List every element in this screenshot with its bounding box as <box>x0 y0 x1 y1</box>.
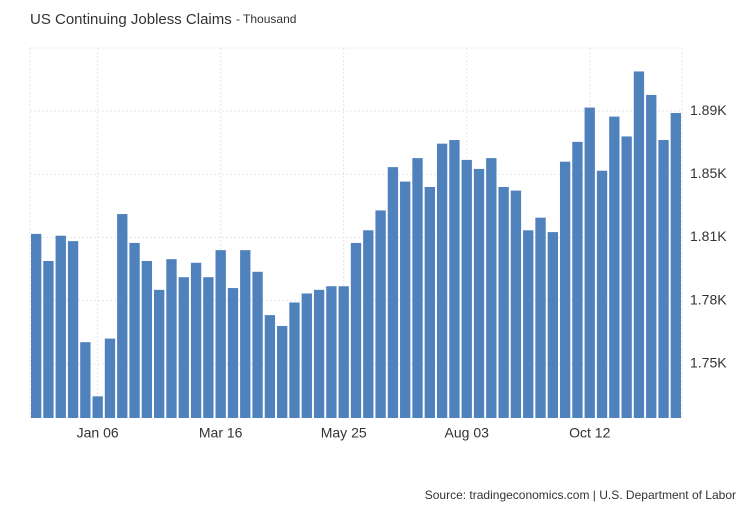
source: Source: tradingeconomics.com | U.S. Depa… <box>425 488 736 502</box>
bar <box>609 116 620 419</box>
x-tick-label: Aug 03 <box>445 425 490 441</box>
bar <box>523 230 534 418</box>
bar <box>498 186 509 418</box>
bar <box>166 259 177 418</box>
bar <box>350 242 362 418</box>
bar <box>670 112 682 418</box>
x-tick-label: May 25 <box>321 425 367 441</box>
bar <box>227 288 239 418</box>
bar <box>535 217 546 418</box>
bar <box>510 190 522 418</box>
y-tick-label: 1.81K <box>690 228 727 244</box>
bar <box>658 140 669 419</box>
bar <box>596 170 608 418</box>
x-tick-label: Mar 16 <box>199 425 243 441</box>
bar <box>67 241 79 418</box>
bar <box>584 107 595 418</box>
bar <box>104 338 116 418</box>
bar <box>55 235 66 418</box>
bar <box>80 342 91 418</box>
bar <box>400 181 411 418</box>
y-tick-label: 1.75K <box>690 355 727 371</box>
y-tick-label: 1.78K <box>690 291 727 307</box>
bar <box>486 158 497 418</box>
bar <box>301 293 312 418</box>
bar <box>338 286 349 418</box>
bar <box>436 143 448 418</box>
bar <box>203 277 214 418</box>
bar <box>264 315 276 418</box>
subtitle: - Thousand <box>236 12 297 26</box>
bar <box>387 167 399 418</box>
bar <box>30 233 42 418</box>
bar <box>363 230 374 418</box>
bar <box>252 271 263 418</box>
bar <box>326 286 337 418</box>
bar <box>646 94 657 419</box>
bar <box>621 136 632 418</box>
bar <box>375 210 386 418</box>
bar <box>154 289 165 418</box>
bar <box>572 141 583 419</box>
y-tick-label: 1.89K <box>690 102 727 118</box>
y-tick-label: 1.85K <box>690 165 727 181</box>
bar <box>449 140 460 419</box>
bar <box>633 71 645 419</box>
bar <box>277 325 288 418</box>
bar <box>92 396 103 418</box>
x-tick-label: Oct 12 <box>569 425 610 441</box>
chart-title: US Continuing Jobless Claims - Thousand <box>30 11 296 28</box>
bar <box>190 262 202 418</box>
bar <box>461 159 472 418</box>
bar <box>215 250 226 418</box>
x-tick-label: Jan 06 <box>77 425 119 441</box>
bar <box>43 260 54 418</box>
bar <box>129 242 140 418</box>
bar <box>559 161 571 418</box>
bar <box>424 186 435 418</box>
bar <box>240 250 251 418</box>
bar <box>547 232 558 418</box>
bar <box>289 302 300 418</box>
bar <box>412 158 423 418</box>
bar <box>141 260 153 418</box>
bar <box>473 168 485 418</box>
bar <box>178 277 189 418</box>
bar <box>313 289 325 418</box>
title: US Continuing Jobless Claims <box>30 11 232 28</box>
bar <box>117 214 128 418</box>
